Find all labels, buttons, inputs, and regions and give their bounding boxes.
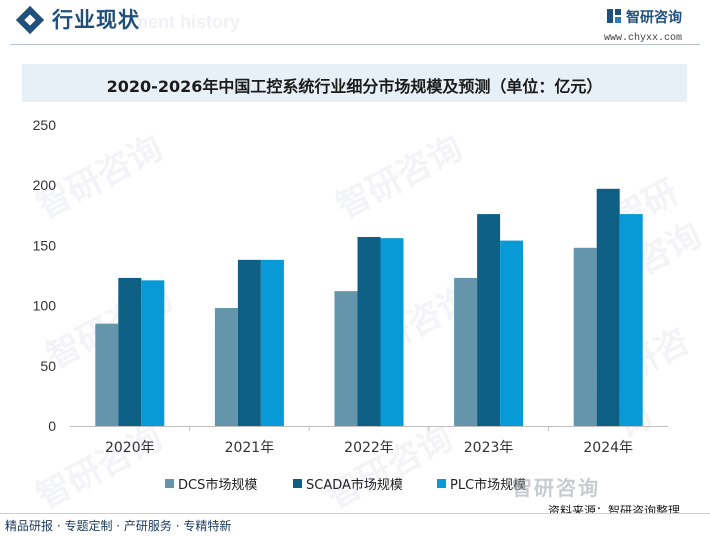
header-watermark-text: ment history: [132, 12, 241, 32]
legend-swatch-plc: [437, 479, 446, 488]
bar: [454, 277, 478, 426]
bar: [95, 323, 119, 426]
chart-title: 2020-2026年中国工控系统行业细分市场规模及预测（单位：亿元）: [106, 77, 603, 96]
legend-item-scada: SCADA市场规模: [293, 474, 403, 493]
legend-item-plc: PLC市场规模: [437, 474, 526, 493]
diamond-icon: [16, 6, 45, 35]
brand-name: 智研咨询: [626, 10, 682, 26]
legend-label-plc: PLC市场规模: [450, 478, 527, 493]
brand-logo-icon: [607, 9, 621, 23]
bar: [260, 259, 284, 426]
footer-divider: [0, 513, 710, 514]
legend-swatch-dcs: [165, 479, 174, 488]
bar: [619, 214, 643, 426]
bar: [214, 308, 238, 426]
y-tick-label: 200: [33, 177, 57, 193]
bar: [500, 240, 524, 426]
bar: [237, 259, 261, 426]
x-tick-label: 2022年: [344, 440, 394, 456]
bar: [380, 238, 404, 426]
x-tick-label: 2024年: [583, 440, 633, 456]
y-tick-label: 0: [48, 418, 56, 434]
bar: [596, 188, 620, 426]
footer-bar: [0, 513, 710, 538]
bar: [477, 214, 501, 426]
x-tick-label: 2020年: [105, 440, 155, 456]
bar: [573, 247, 597, 426]
footer-tags: 精品研报 · 专题定制 · 产研服务 · 专精特新: [5, 519, 232, 533]
footer-watermark-logo: 智研咨询: [512, 476, 600, 500]
legend-item-dcs: DCS市场规模: [165, 474, 257, 493]
legend-label-dcs: DCS市场规模: [178, 478, 258, 493]
section-title: 行业现状: [52, 8, 140, 32]
x-tick-label: 2021年: [225, 440, 275, 456]
x-tick-label: 2023年: [464, 440, 514, 456]
legend-label-scada: SCADA市场规模: [306, 478, 403, 493]
page-header: ment history 行业现状 智研咨询 www.chyxx.com: [0, 0, 710, 46]
y-tick-label: 150: [33, 237, 57, 253]
bar: [141, 280, 165, 426]
website-url: www.chyxx.com: [604, 33, 683, 44]
bar: [357, 236, 381, 426]
bar: [334, 291, 358, 426]
y-tick-label: 100: [33, 298, 57, 314]
legend-swatch-scada: [293, 479, 302, 488]
bar: [118, 277, 142, 426]
y-tick-label: 250: [33, 117, 57, 133]
header-divider: [10, 44, 700, 45]
y-tick-label: 50: [40, 358, 56, 374]
chart-title-band: 2020-2026年中国工控系统行业细分市场规模及预测（单位：亿元）: [22, 64, 687, 102]
